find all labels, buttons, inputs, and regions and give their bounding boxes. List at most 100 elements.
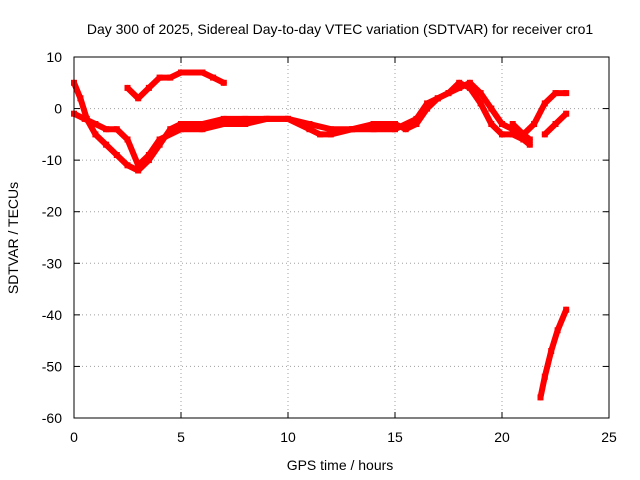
- data-point: [499, 131, 505, 138]
- data-point: [413, 121, 420, 127]
- data-point: [526, 141, 533, 148]
- data-point: [199, 126, 206, 133]
- x-tick-label: 10: [280, 429, 296, 445]
- data-point: [306, 126, 313, 133]
- y-axis-label: SDTVAR / TECUs: [5, 182, 21, 294]
- data-point: [124, 84, 131, 91]
- data-point: [509, 131, 516, 138]
- series-arc-late: [509, 90, 570, 138]
- data-point: [124, 136, 131, 143]
- data-point: [306, 121, 313, 127]
- data-point: [92, 131, 99, 138]
- data-point: [456, 84, 463, 91]
- data-point: [541, 373, 548, 380]
- data-point: [220, 115, 227, 122]
- data-point: [135, 167, 142, 174]
- data-point: [541, 131, 548, 138]
- data-point: [156, 74, 163, 81]
- data-point: [103, 126, 110, 133]
- y-tick-label: -30: [42, 255, 62, 271]
- data-point: [145, 84, 152, 91]
- data-point: [92, 121, 99, 127]
- data-point: [220, 79, 227, 86]
- data-point: [178, 126, 184, 133]
- data-point: [199, 69, 206, 76]
- data-point: [552, 90, 559, 97]
- data-point: [113, 152, 120, 158]
- data-point: [327, 131, 334, 138]
- data-point: [445, 90, 452, 97]
- data-point: [199, 121, 206, 127]
- data-point: [488, 105, 495, 112]
- data-point: [167, 126, 174, 133]
- data-point: [167, 74, 174, 81]
- data-point: [113, 126, 120, 133]
- y-tick-label: -20: [42, 204, 62, 220]
- data-point: [81, 115, 88, 122]
- data-point: [263, 115, 270, 122]
- chart-title: Day 300 of 2025, Sidereal Day-to-day VTE…: [87, 21, 593, 37]
- data-point: [145, 157, 152, 164]
- data-point: [370, 126, 377, 133]
- series-layer: [71, 69, 570, 401]
- data-point: [188, 69, 195, 76]
- data-point: [554, 327, 561, 334]
- data-point: [563, 306, 570, 313]
- data-point: [285, 115, 291, 122]
- data-point: [210, 74, 217, 81]
- data-point: [477, 90, 484, 97]
- data-point: [178, 69, 184, 76]
- data-point: [466, 84, 473, 91]
- data-point: [563, 90, 570, 97]
- data-point: [145, 152, 152, 158]
- y-tick-label: 0: [54, 101, 62, 117]
- data-point: [537, 394, 544, 401]
- data-point: [477, 100, 484, 107]
- data-point: [541, 100, 548, 107]
- y-tick-label: 10: [46, 49, 62, 65]
- data-point: [499, 121, 505, 127]
- data-point: [135, 95, 142, 102]
- data-point: [434, 95, 441, 102]
- x-tick-label: 15: [387, 429, 403, 445]
- data-point: [103, 141, 110, 148]
- data-point: [124, 162, 131, 169]
- data-point: [178, 121, 184, 127]
- data-point: [424, 100, 431, 107]
- x-tick-label: 25: [601, 429, 617, 445]
- data-point: [188, 121, 195, 127]
- data-point: [317, 131, 324, 138]
- data-point: [402, 126, 409, 133]
- y-tick-label: -10: [42, 152, 62, 168]
- y-tick-label: -50: [42, 358, 62, 374]
- data-point: [488, 121, 495, 127]
- data-point: [220, 121, 227, 127]
- data-point: [392, 126, 398, 133]
- data-point: [327, 126, 334, 133]
- data-point: [526, 136, 533, 143]
- data-point: [381, 121, 388, 127]
- data-point: [370, 121, 377, 127]
- plot-frame: [73, 56, 610, 419]
- y-tick-label: -60: [42, 410, 62, 426]
- data-point: [413, 115, 420, 122]
- grid-layer: [74, 57, 609, 418]
- data-point: [242, 121, 249, 127]
- data-point: [135, 162, 142, 169]
- series-arc-upper-short: [124, 69, 227, 102]
- data-point: [392, 121, 398, 127]
- data-point: [456, 79, 463, 86]
- data-point: [520, 136, 527, 143]
- x-tick-label: 20: [494, 429, 510, 445]
- data-point: [552, 121, 559, 127]
- tick-layer: 0 5 10 15 20 25 10 0 -10 -20 -30 -40 -50 -60: [42, 49, 617, 445]
- data-point: [520, 131, 527, 138]
- data-point: [77, 95, 84, 102]
- data-point: [466, 79, 473, 86]
- data-point: [548, 348, 555, 354]
- data-point: [349, 126, 356, 133]
- x-axis-label: GPS time / hours: [287, 457, 394, 473]
- data-point: [531, 121, 538, 127]
- data-point: [509, 126, 516, 133]
